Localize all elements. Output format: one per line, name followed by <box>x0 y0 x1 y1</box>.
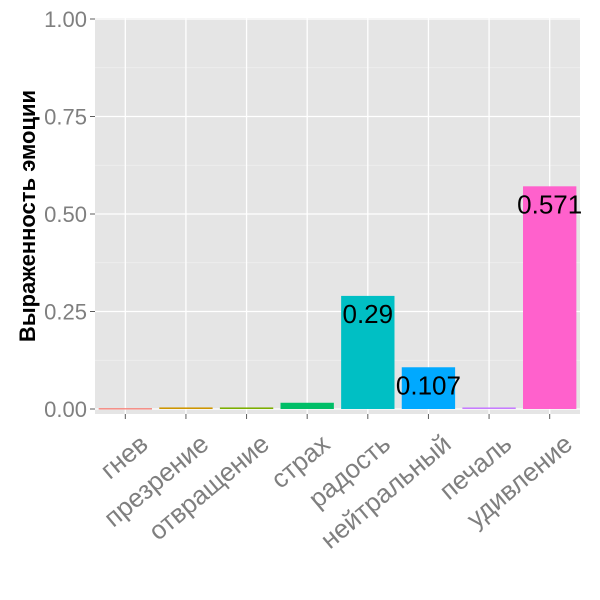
bar-0 <box>98 408 152 410</box>
y-tick-label: 1.00 <box>44 7 87 32</box>
y-axis-title: Выраженность эмоции <box>15 90 40 342</box>
data-label-5: 0.107 <box>396 370 461 400</box>
y-tick-label: 0.25 <box>44 300 87 325</box>
bar-5 <box>401 367 456 409</box>
bar-7 <box>523 186 577 409</box>
y-axis: 0.00 0.25 0.50 0.75 1.00 <box>44 7 95 422</box>
y-tick-label: 0.50 <box>44 202 87 227</box>
plot-panel <box>95 18 580 414</box>
data-label-4: 0.29 <box>343 299 394 329</box>
bar-3 <box>280 402 334 409</box>
data-label-7: 0.571 <box>517 189 582 219</box>
y-tick-label: 0.75 <box>44 105 87 130</box>
x-axis: гневпрезрениеотвращениестрахрадостьнейтр… <box>94 414 578 554</box>
bar-6 <box>462 407 516 409</box>
y-tick-label: 0.00 <box>44 397 87 422</box>
bar-1 <box>159 407 213 409</box>
bar-4 <box>341 295 395 409</box>
data-labels: 0.29 0.107 0.571 <box>343 189 583 400</box>
bar-2 <box>219 407 274 409</box>
bars <box>98 186 577 410</box>
